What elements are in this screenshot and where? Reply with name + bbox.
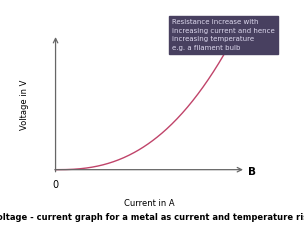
- Text: B: B: [248, 167, 256, 177]
- Text: Voltage in V: Voltage in V: [20, 79, 29, 130]
- Text: Current in A: Current in A: [124, 199, 174, 208]
- Text: Voltage - current graph for a metal as current and temperature rise: Voltage - current graph for a metal as c…: [0, 213, 304, 222]
- Text: Resistance increase with
increasing current and hence
increasing temperature
e.g: Resistance increase with increasing curr…: [172, 19, 275, 51]
- Text: 0: 0: [53, 180, 59, 190]
